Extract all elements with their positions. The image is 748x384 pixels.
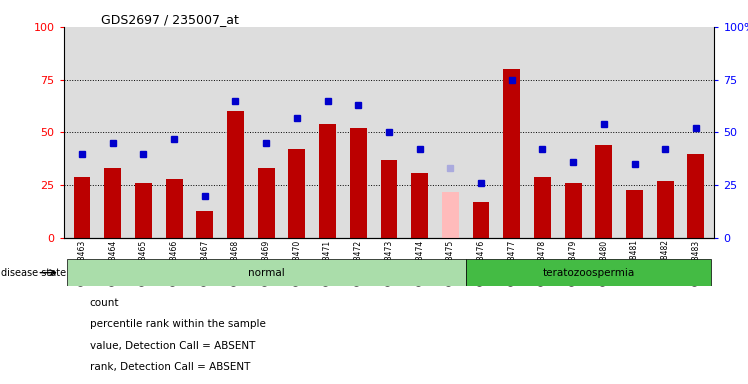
Bar [73,177,91,238]
Bar [473,202,489,238]
Bar [657,181,674,238]
Text: rank, Detection Call = ABSENT: rank, Detection Call = ABSENT [90,362,250,372]
Bar [503,69,520,238]
Bar [565,183,582,238]
Bar [687,154,705,238]
Bar [258,168,275,238]
Bar [595,145,613,238]
Bar [534,177,551,238]
Bar [411,173,428,238]
Text: disease state: disease state [1,268,66,278]
Text: value, Detection Call = ABSENT: value, Detection Call = ABSENT [90,341,255,351]
Bar [196,210,213,238]
Text: percentile rank within the sample: percentile rank within the sample [90,319,266,329]
Bar [227,111,244,238]
Bar [165,179,183,238]
Bar [350,128,367,238]
Bar [442,192,459,238]
FancyBboxPatch shape [67,259,466,286]
FancyBboxPatch shape [466,259,711,286]
Bar [289,149,305,238]
Bar [381,160,397,238]
Bar [319,124,336,238]
Text: count: count [90,298,119,308]
Bar [135,183,152,238]
Text: normal: normal [248,268,284,278]
Bar [626,190,643,238]
Text: GDS2697 / 235007_at: GDS2697 / 235007_at [101,13,239,26]
Bar [104,168,121,238]
Text: teratozoospermia: teratozoospermia [542,268,634,278]
